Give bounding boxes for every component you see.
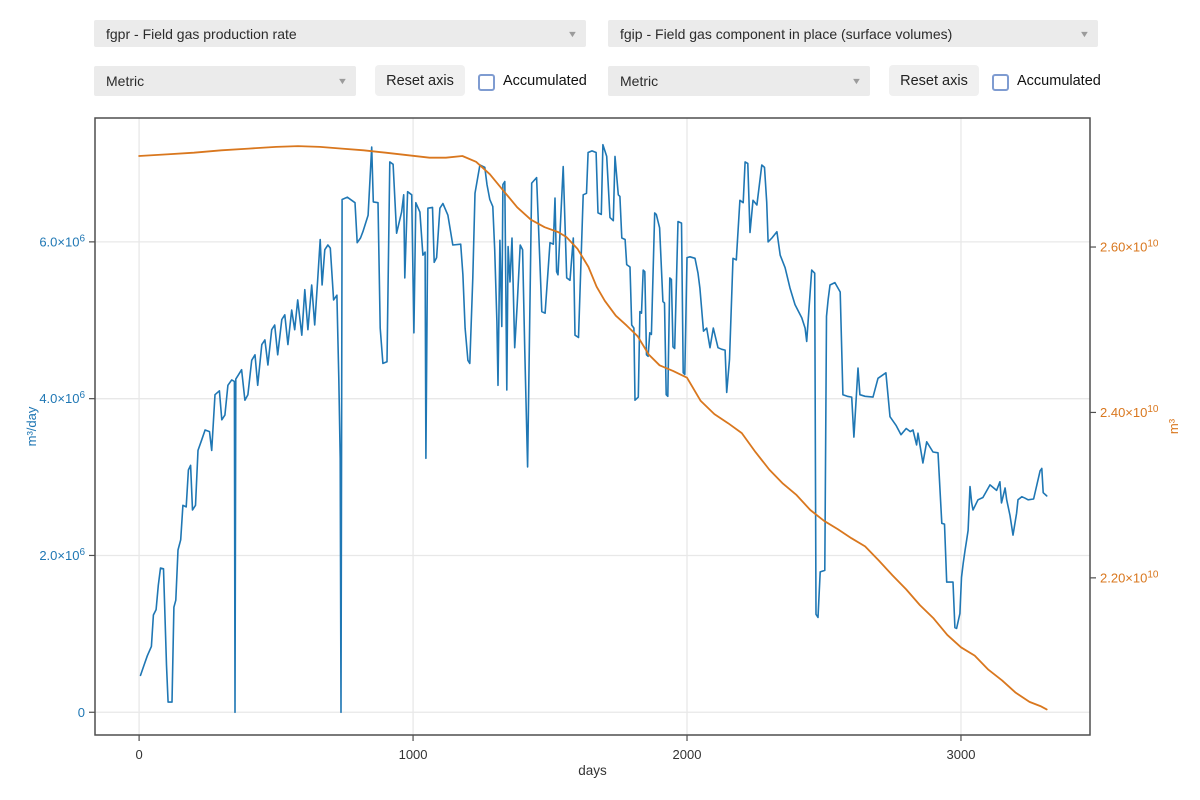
chevron-down-icon: ▼ <box>566 28 579 39</box>
x-tick-label: 1000 <box>399 747 428 762</box>
left-tick-label: 0 <box>78 705 85 720</box>
left-tick-label: 2.0×106 <box>39 547 85 563</box>
x-tick-label: 3000 <box>947 747 976 762</box>
chevron-down-icon: ▼ <box>336 76 349 86</box>
right-axis-title: m³ <box>1166 418 1181 434</box>
vector-dropdown-left-value: fgpr - Field gas production rate <box>106 25 297 42</box>
accumulated-checkbox-right[interactable] <box>992 74 1009 91</box>
left-tick-label: 6.0×106 <box>39 233 85 249</box>
x-tick-label: 0 <box>135 747 142 762</box>
right-vector-panel: fgip - Field gas component in place (sur… <box>608 0 1101 110</box>
chevron-down-icon: ▼ <box>1078 28 1091 39</box>
vector-dropdown-right[interactable]: fgip - Field gas component in place (sur… <box>608 20 1098 47</box>
metric-dropdown-left-value: Metric <box>106 73 145 89</box>
vector-dropdown-right-value: fgip - Field gas component in place (sur… <box>620 25 953 42</box>
fgpr-line <box>139 143 1048 714</box>
chevron-down-icon: ▼ <box>850 76 863 86</box>
accumulated-checkbox-left[interactable] <box>478 74 495 91</box>
plot-border <box>94 117 1091 736</box>
accumulated-label-right: Accumulated <box>1017 72 1101 89</box>
reset-axis-button-left[interactable]: Reset axis <box>375 65 465 96</box>
metric-dropdown-right[interactable]: Metric ▼ <box>608 66 870 96</box>
x-axis-title: days <box>578 763 607 778</box>
fgip-line <box>138 145 1048 711</box>
right-tick-label: 2.20×1010 <box>1100 569 1159 585</box>
x-tick-label: 2000 <box>673 747 702 762</box>
left-tick-label: 4.0×106 <box>39 390 85 406</box>
left-vector-panel: fgpr - Field gas production rate ▼ Metri… <box>94 0 587 110</box>
right-tick-label: 2.60×1010 <box>1100 239 1159 255</box>
metric-dropdown-right-value: Metric <box>620 73 659 89</box>
left-axis-title: m³/day <box>24 406 39 446</box>
metric-dropdown-left[interactable]: Metric ▼ <box>94 66 356 96</box>
reset-axis-button-right[interactable]: Reset axis <box>889 65 979 96</box>
accumulated-label-left: Accumulated <box>503 72 587 89</box>
plot-area[interactable] <box>95 118 1090 735</box>
right-tick-label: 2.40×1010 <box>1100 404 1159 420</box>
vector-dropdown-left[interactable]: fgpr - Field gas production rate ▼ <box>94 20 586 47</box>
